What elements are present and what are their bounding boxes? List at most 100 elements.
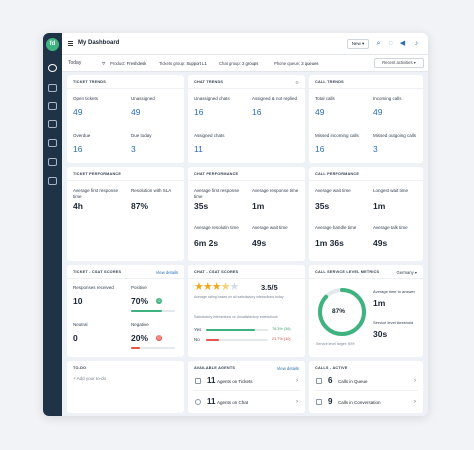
bell-icon[interactable]: ♪ (414, 40, 419, 47)
no-bar-fill (206, 339, 220, 341)
list-item[interactable]: 11 Agents on Chat › (193, 395, 300, 412)
chat-trends-card: CHAT TRENDS ⚙ Unassigned chats 16 Assign… (188, 75, 305, 163)
chat-response-time-label: Average response time (252, 188, 299, 193)
recent-activities-button[interactable]: Recent activities ▾ (374, 58, 424, 68)
search-icon[interactable]: ⌕ (376, 40, 381, 47)
star-icon: ★ (220, 281, 231, 293)
total-calls-value[interactable]: 49 (315, 107, 325, 117)
assigned-not-replied-label: Assigned & not replied (252, 96, 298, 101)
filter-bar: Today ⛛ Product: Freshdesk Tickets group… (62, 55, 428, 72)
talk-time-label: Average talk time (373, 225, 408, 230)
card-title: TO-DO (73, 366, 87, 370)
card-title: CALL PERFORMANCE (315, 172, 360, 176)
missed-incoming-value[interactable]: 16 (315, 144, 325, 154)
card-divider (67, 88, 184, 89)
chat-performance-card: CHAT PERFORMANCE Average first response … (188, 167, 305, 261)
sla-caption: Service level target: 90% (316, 342, 355, 346)
missed-incoming-label: Missed incoming calls (315, 133, 359, 138)
avg-answer-value: 1m (373, 298, 386, 308)
negative-label: Negative (131, 322, 149, 327)
call-performance-card: CALL PERFORMANCE Average wait time 35s L… (309, 167, 423, 261)
add-todo-label: Add your to-do (76, 376, 107, 381)
new-button[interactable]: New ▾ (347, 39, 369, 49)
megaphone-icon[interactable]: ◀ (399, 40, 406, 47)
filter-icon[interactable]: ⛛ (102, 61, 106, 66)
view-details-link[interactable]: View details (155, 270, 178, 275)
tickets-group-filter[interactable]: Tickets group: Support L1 (159, 61, 207, 66)
solutions-icon[interactable] (48, 120, 57, 128)
admin-icon[interactable] (48, 177, 57, 185)
calls-active-card: CALLS - ACTIVE 6 Calls in Queue › 9 Call… (309, 361, 423, 413)
handle-time-value: 1m 36s (315, 238, 344, 248)
top-bar: My Dashboard New ▾ ⌕ ◌ ◀ ♪ JD (62, 33, 428, 55)
list-item[interactable]: 11 Agents on Tickets › (193, 374, 300, 391)
assigned-chats-value[interactable]: 11 (194, 144, 203, 154)
assigned-not-replied-value[interactable]: 16 (252, 107, 262, 117)
chat-wait-time-label: Average wait time (252, 225, 288, 230)
card-divider (67, 278, 184, 279)
card-title: CALL SERVICE LEVEL METRICS (315, 270, 380, 274)
today-selector[interactable]: Today (68, 60, 82, 66)
view-details-link[interactable]: View details (276, 366, 299, 371)
list-item[interactable]: 9 Calls in Conversation › (314, 395, 418, 412)
phone-queue-filter[interactable]: Phone queue: 3 queues (274, 61, 319, 66)
chat-first-response-label: Average first response time (194, 188, 239, 199)
unassigned-label: Unassigned (131, 96, 155, 101)
incoming-calls-value[interactable]: 49 (373, 107, 383, 117)
settings-gear-icon[interactable]: ⚙ (295, 80, 299, 85)
card-title: CALLS - ACTIVE (315, 366, 348, 370)
plus-icon: + (73, 376, 77, 381)
due-today-value[interactable]: 3 (131, 144, 136, 154)
unassigned-value[interactable]: 49 (131, 107, 141, 117)
overdue-value[interactable]: 16 (73, 144, 83, 154)
open-tickets-value[interactable]: 49 (73, 107, 83, 117)
due-today-label: Due today (131, 133, 152, 138)
contacts-icon[interactable] (48, 102, 57, 110)
product-filter[interactable]: Product: Freshdesk (110, 61, 146, 66)
unassigned-chats-value[interactable]: 16 (194, 107, 204, 117)
longest-wait-label: Longest wait time (373, 188, 409, 193)
dashboard-icon[interactable] (48, 64, 57, 72)
calls-text: Calls in Conversation (338, 400, 381, 405)
add-todo-button[interactable]: + Add your to-do (73, 376, 106, 382)
chat-group-value: 2 groups (242, 61, 259, 66)
neutral-label: Neutral (73, 322, 88, 327)
missed-outgoing-value[interactable]: 3 (373, 144, 378, 154)
chat-bubble-icon[interactable]: ◌ (388, 40, 393, 47)
phone-icon (316, 399, 322, 405)
dashboard-frame: fd My Dashboard New ▾ ⌕ ◌ ◀ ♪ JD Today ⛛… (43, 33, 428, 416)
card-divider (309, 180, 423, 181)
chat-icon (195, 399, 201, 405)
happy-face-icon: ☺ (156, 298, 162, 304)
rating-value: 3.5/5 (261, 283, 278, 292)
calls-count: 9 (328, 397, 333, 406)
total-calls-label: Total calls (315, 96, 335, 101)
negative-bar (131, 347, 175, 349)
card-title: AVAILABLE AGENTS (194, 366, 236, 370)
tickets-icon[interactable] (48, 84, 57, 92)
chat-icon[interactable] (48, 139, 57, 147)
calls-count: 6 (328, 376, 333, 385)
region-dropdown[interactable]: Germany ▾ (396, 270, 418, 275)
overdue-label: Overdue (73, 133, 91, 138)
resolution-sla-value: 87% (131, 201, 149, 211)
responses-received-label: Responses received (73, 285, 114, 290)
card-divider (188, 278, 305, 279)
threshold-label: Service level threshold (373, 320, 414, 325)
reports-icon[interactable] (48, 158, 57, 166)
neutral-value: 0 (73, 333, 78, 343)
card-title: TICKET TRENDS (73, 80, 106, 84)
no-bar (206, 339, 268, 341)
card-title: CHAT PERFORMANCE (194, 172, 239, 176)
list-item[interactable]: 6 Calls in Queue › (314, 374, 418, 391)
freshdesk-logo[interactable]: fd (46, 38, 59, 51)
sad-face-icon: ☹ (156, 335, 162, 341)
star-icon: ★ (202, 281, 213, 293)
phone-queue-value: 3 queues (301, 61, 319, 66)
chat-group-filter[interactable]: Chat group: 2 groups (219, 61, 258, 66)
call-wait-time-label: Average wait time (315, 188, 351, 193)
menu-icon[interactable] (68, 41, 73, 46)
responses-received-value: 10 (73, 296, 83, 306)
chat-first-response-value: 35s (194, 201, 209, 211)
chat-wait-time-value: 49s (252, 238, 267, 248)
